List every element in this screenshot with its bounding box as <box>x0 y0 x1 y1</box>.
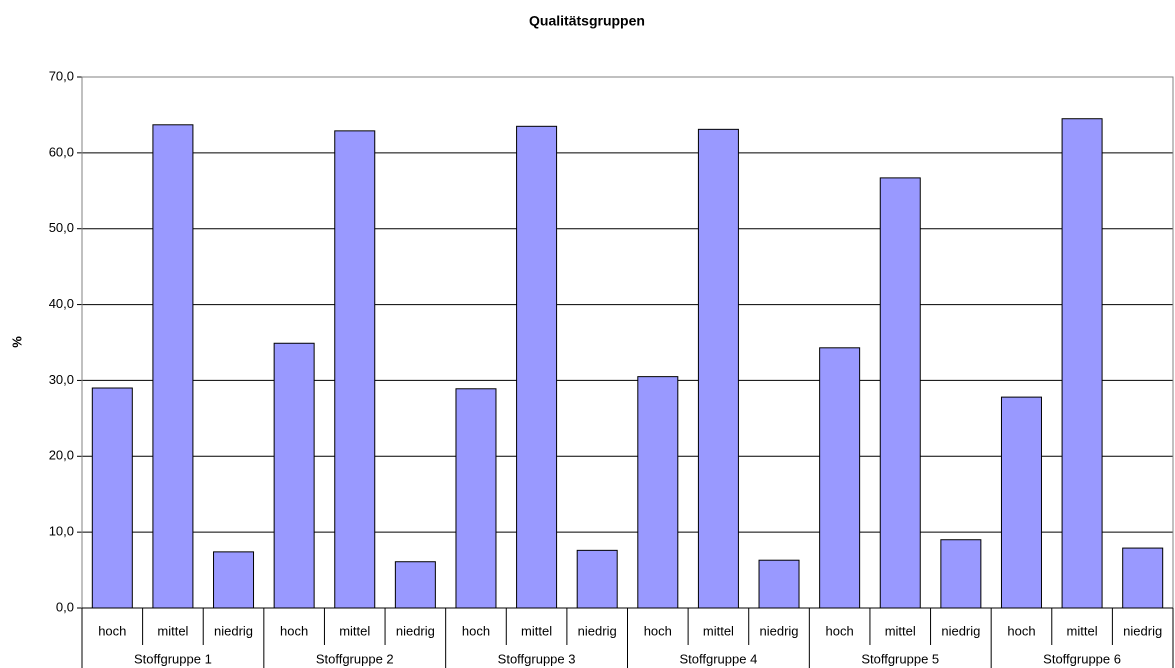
y-axis-label: % <box>9 336 24 348</box>
x-tick-label: mittel <box>703 623 734 638</box>
chart-title: Qualitätsgruppen <box>529 13 645 29</box>
y-tick-label: 20,0 <box>49 448 74 463</box>
x-tick-label: niedrig <box>1123 623 1162 638</box>
group-label: Stoffgruppe 3 <box>498 651 576 666</box>
bar <box>152 124 194 609</box>
bar <box>758 559 800 609</box>
bar <box>273 342 315 609</box>
x-tick-label: hoch <box>98 623 126 638</box>
x-tick-label: hoch <box>826 623 854 638</box>
bar <box>394 561 436 609</box>
bar <box>334 130 376 609</box>
group-label: Stoffgruppe 6 <box>1043 651 1121 666</box>
x-tick-label: niedrig <box>941 623 980 638</box>
x-tick-label: niedrig <box>578 623 617 638</box>
x-tick-label: hoch <box>462 623 490 638</box>
y-tick-label: 30,0 <box>49 372 74 387</box>
y-tick-label: 70,0 <box>49 68 74 83</box>
bar <box>516 125 558 609</box>
bar <box>1000 396 1042 609</box>
x-tick-label: niedrig <box>214 623 253 638</box>
bar <box>697 128 739 609</box>
bar <box>213 551 255 609</box>
x-tick-label: hoch <box>1007 623 1035 638</box>
bar <box>819 347 861 609</box>
x-tick-label: hoch <box>644 623 672 638</box>
x-tick-label: niedrig <box>396 623 435 638</box>
group-label: Stoffgruppe 4 <box>680 651 758 666</box>
bar <box>879 177 921 609</box>
x-tick-label: mittel <box>1067 623 1098 638</box>
bar <box>455 388 497 609</box>
group-label: Stoffgruppe 1 <box>134 651 212 666</box>
y-tick-label: 60,0 <box>49 144 74 159</box>
x-tick-label: hoch <box>280 623 308 638</box>
x-tick-label: mittel <box>157 623 188 638</box>
group-label: Stoffgruppe 2 <box>316 651 394 666</box>
bar <box>637 376 679 609</box>
bar <box>91 387 133 609</box>
bar <box>1122 547 1164 609</box>
x-tick-label: mittel <box>339 623 370 638</box>
y-tick-label: 50,0 <box>49 220 74 235</box>
y-tick-label: 0,0 <box>56 599 74 614</box>
bar <box>576 549 618 609</box>
bar <box>940 539 982 609</box>
x-tick-label: niedrig <box>760 623 799 638</box>
group-label: Stoffgruppe 5 <box>861 651 939 666</box>
bar <box>1061 118 1103 609</box>
y-tick-label: 40,0 <box>49 296 74 311</box>
x-tick-label: mittel <box>521 623 552 638</box>
y-tick-label: 10,0 <box>49 524 74 539</box>
x-tick-label: mittel <box>885 623 916 638</box>
